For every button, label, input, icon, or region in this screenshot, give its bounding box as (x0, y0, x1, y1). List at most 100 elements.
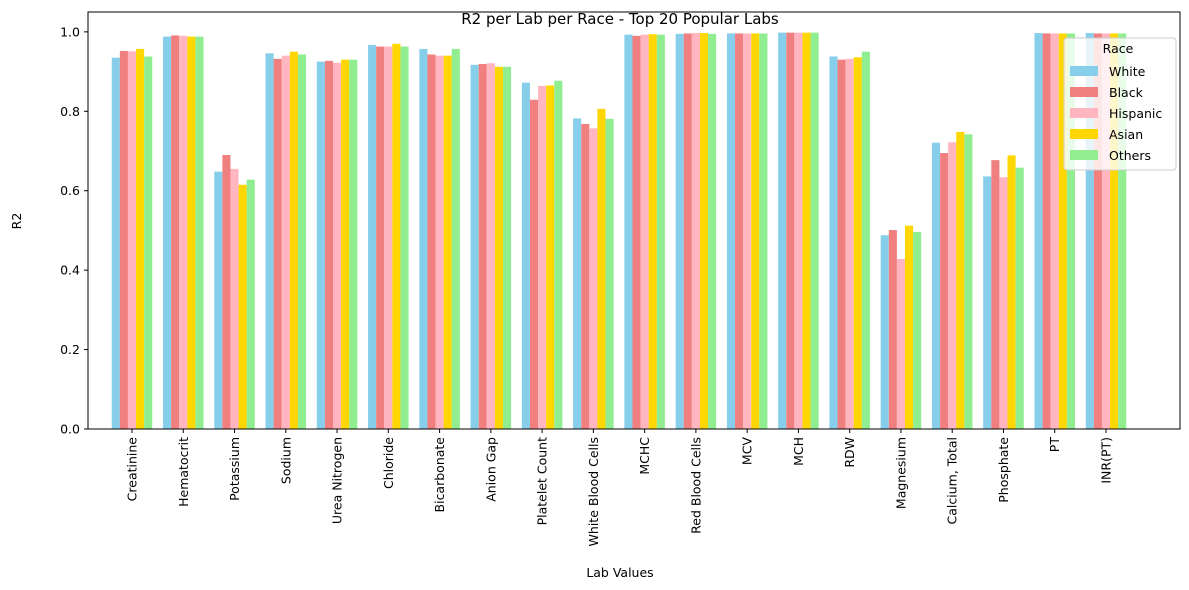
bar-hispanic-14 (845, 58, 854, 430)
x-tick-label: RDW (842, 437, 857, 468)
bar-black-17 (991, 160, 1000, 429)
bar-others-12 (759, 33, 768, 429)
bar-black-6 (427, 54, 436, 430)
bar-white-17 (983, 176, 992, 429)
bar-white-16 (931, 142, 941, 429)
bar-hispanic-10 (640, 34, 649, 429)
x-tick-label: Red Blood Cells (688, 437, 703, 534)
bar-others-15 (913, 232, 922, 429)
bar-others-14 (861, 51, 870, 430)
bar-hispanic-15 (896, 259, 905, 429)
chart-title: R2 per Lab per Race - Top 20 Popular Lab… (461, 10, 779, 28)
bar-asian-6 (443, 55, 452, 429)
y-axis: 0.0 0.2 0.4 0.6 0.8 1.0 (60, 24, 88, 437)
bar-asian-1 (187, 36, 196, 430)
legend-title: Race (1103, 41, 1134, 56)
legend-swatch-white (1070, 66, 1098, 76)
x-tick-label: Creatinine (125, 437, 140, 502)
bar-black-13 (786, 32, 795, 430)
y-axis-label: R2 (9, 213, 24, 230)
bar-others-6 (451, 48, 460, 430)
bar-hispanic-7 (486, 63, 495, 429)
bar-black-7 (478, 64, 487, 429)
x-tick-label: White Blood Cells (586, 437, 601, 546)
bar-others-19 (1118, 33, 1127, 429)
x-tick-label: Platelet Count (535, 437, 550, 526)
bar-hispanic-5 (384, 46, 393, 430)
bar-black-18 (1042, 33, 1051, 429)
bar-white-19 (1085, 33, 1094, 430)
x-tick-label: MCH (791, 437, 806, 466)
bar-others-4 (349, 59, 358, 429)
bar-others-5 (400, 46, 409, 430)
x-tick-label: Calcium, Total (945, 437, 960, 524)
bar-hispanic-12 (743, 33, 752, 429)
bar-white-10 (624, 34, 633, 429)
bar-white-2 (214, 171, 223, 429)
plot-frame (87, 11, 1181, 430)
bar-hispanic-0 (127, 51, 137, 429)
y-tick-label: 0.8 (60, 104, 80, 119)
bar-white-14 (829, 56, 838, 429)
legend-label-asian: Asian (1109, 127, 1143, 142)
bar-asian-3 (289, 51, 298, 430)
bar-others-13 (810, 32, 819, 430)
bar-hispanic-2 (230, 168, 239, 429)
bar-asian-0 (136, 48, 145, 430)
y-tick-label: 0.4 (60, 263, 80, 278)
bar-black-8 (529, 99, 539, 430)
x-tick-label: Potassium (227, 437, 242, 501)
legend-swatch-others (1070, 150, 1098, 160)
legend-label-white: White (1109, 64, 1146, 79)
bar-others-0 (144, 56, 153, 429)
bar-hispanic-13 (794, 32, 803, 430)
y-tick-label: 0.2 (60, 342, 80, 357)
bar-white-12 (726, 33, 736, 429)
bar-hispanic-4 (333, 62, 342, 429)
bar-hispanic-19 (1101, 33, 1111, 429)
bar-black-12 (735, 33, 744, 429)
x-tick-label: Phosphate (996, 437, 1011, 503)
x-tick-label: PT (1047, 437, 1062, 453)
bar-black-3 (273, 58, 282, 430)
x-tick-label: Urea Nitrogen (330, 437, 345, 524)
bar-asian-19 (1110, 33, 1119, 429)
y-tick-label: 0.0 (60, 422, 80, 437)
bar-white-0 (111, 57, 120, 430)
bar-white-6 (419, 48, 428, 430)
bar-asian-8 (546, 85, 555, 429)
bar-white-4 (316, 61, 325, 429)
bar-others-2 (246, 179, 255, 429)
bar-others-11 (708, 33, 717, 430)
bar-asian-2 (238, 184, 247, 429)
bar-asian-5 (392, 43, 401, 430)
bar-asian-9 (597, 108, 606, 430)
bar-others-9 (605, 118, 614, 429)
y-tick-label: 1.0 (60, 24, 80, 39)
legend: Race White Black Hispanic Asian Others (1063, 37, 1177, 171)
bar-white-3 (265, 53, 274, 430)
bar-black-11 (683, 33, 692, 429)
bar-asian-7 (494, 66, 503, 429)
bar-white-7 (470, 64, 479, 429)
x-tick-label: Chloride (381, 437, 396, 489)
bar-others-17 (1015, 167, 1024, 429)
bar-others-1 (195, 36, 204, 430)
bar-hispanic-18 (1050, 33, 1059, 429)
x-tick-label: Bicarbonate (432, 437, 447, 513)
legend-label-others: Others (1109, 148, 1151, 163)
bar-hispanic-1 (179, 35, 188, 429)
bar-black-5 (376, 46, 385, 430)
bar-black-9 (581, 123, 590, 430)
bar-white-1 (163, 36, 172, 430)
bar-black-16 (940, 152, 949, 430)
x-tick-label: Sodium (278, 437, 293, 484)
bar-black-2 (222, 154, 231, 429)
bar-asian-4 (341, 59, 350, 429)
bar-black-14 (837, 59, 846, 429)
bar-others-7 (502, 66, 512, 429)
bar-asian-13 (802, 32, 811, 430)
bar-others-3 (297, 54, 307, 430)
bar-white-11 (675, 33, 684, 430)
